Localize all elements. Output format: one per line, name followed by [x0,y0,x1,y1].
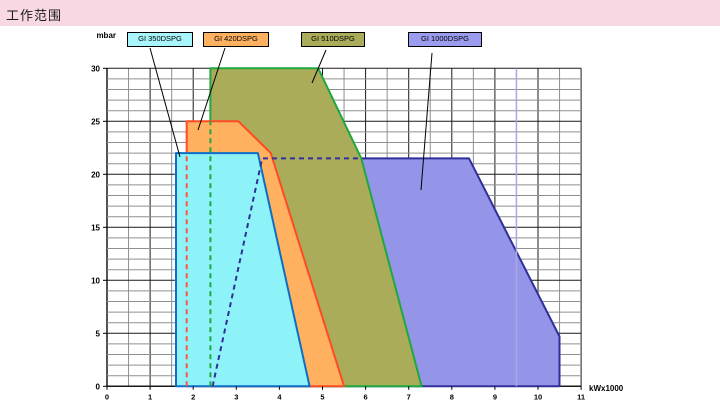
legend-label-gi-1000dspg: GI 1000DSPG [421,34,469,43]
hidden-edge-overlays [185,121,362,387]
x-tick-label: 2 [191,392,195,401]
legend-label-gi-350dspg: GI 350DSPG [138,34,182,43]
x-tick-label: 7 [407,392,411,401]
chart-series [175,67,561,388]
x-tick-label: 3 [234,392,238,401]
x-tick-label: 1 [148,392,152,401]
axis-ticks-and-labels: 0 1 2 3 4 5 6 7 8 9 10 11 0 5 10 15 20 25 30 [91,64,585,401]
y-tick-label: 15 [91,223,100,232]
legend-pointer-line [311,49,327,84]
x-tick-label: 0 [105,392,109,401]
x-tick-label: 10 [534,392,542,401]
hidden-edge-gi-1000dspg [211,157,362,387]
page-title: 工作范围 [6,8,63,23]
y-tick-label: 20 [91,170,100,179]
legend-label-gi-510dspg: GI 510DSPG [311,34,355,43]
legend-pointer-line [420,52,433,191]
legend-item-gi-420dspg: GI 420DSPG [203,32,269,47]
x-tick-label: 5 [320,392,324,401]
x-tick-label: 4 [277,392,282,401]
x-tick-label: 8 [450,392,454,401]
legend-pointers [149,47,433,191]
y-tick-label: 25 [91,117,100,126]
page-header: 工作范围 [0,0,720,26]
y-tick-label: 30 [91,64,100,73]
y-axis-unit-label: mbar [96,31,116,40]
y-tick-label: 10 [91,276,100,285]
x-tick-label: 6 [364,392,368,401]
legend-item-gi-510dspg: GI 510DSPG [301,32,365,47]
legend-label-gi-420dspg: GI 420DSPG [214,34,258,43]
legend-pointer-line [149,47,181,158]
y-tick-label: 0 [96,382,101,391]
x-axis-unit-label: kWx1000 [589,384,624,393]
legend-item-gi-1000dspg: GI 1000DSPG [408,32,482,47]
x-tick-label: 9 [493,392,497,401]
legend-item-gi-350dspg: GI 350DSPG [127,32,193,47]
y-tick-label: 5 [96,329,101,338]
x-tick-label: 11 [577,392,585,401]
legend-pointer-line [197,47,226,131]
